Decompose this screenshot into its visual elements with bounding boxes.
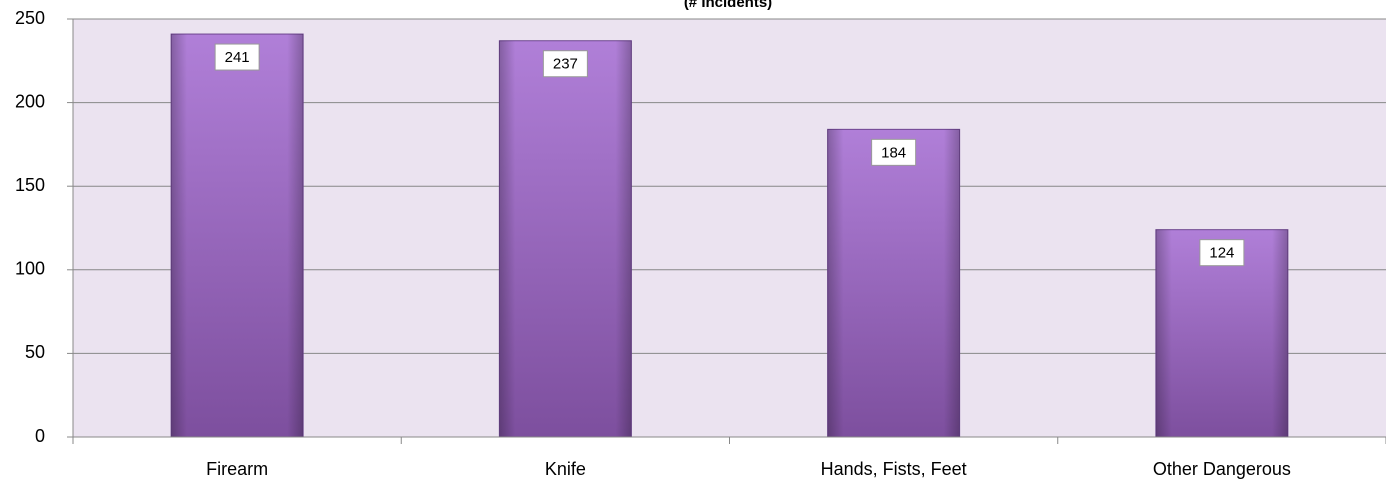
x-tick-label: Knife (545, 459, 586, 479)
y-tick-label: 150 (15, 175, 45, 195)
value-label: 237 (553, 56, 578, 73)
y-tick-label: 100 (15, 259, 45, 279)
y-tick-label: 250 (15, 8, 45, 28)
x-tick-label: Other Dangerous (1153, 459, 1291, 479)
value-label-box (542, 50, 588, 78)
x-tick-label: Hands, Fists, Feet (821, 459, 967, 479)
value-label: 241 (225, 49, 250, 66)
bar-shade (499, 40, 632, 438)
bar-shade (827, 129, 960, 438)
y-tick-label: 50 (25, 342, 45, 362)
y-tick-label: 200 (15, 91, 45, 111)
value-label-box (1199, 239, 1245, 267)
chart-title: (# Incidents) (684, 0, 772, 11)
bar-shade (171, 34, 304, 437)
value-label: 184 (881, 144, 906, 161)
value-label-box (871, 138, 917, 166)
value-label-box (214, 43, 260, 71)
y-tick-label: 0 (35, 426, 45, 446)
x-tick-label: Firearm (206, 459, 268, 479)
value-label: 124 (1209, 245, 1234, 262)
